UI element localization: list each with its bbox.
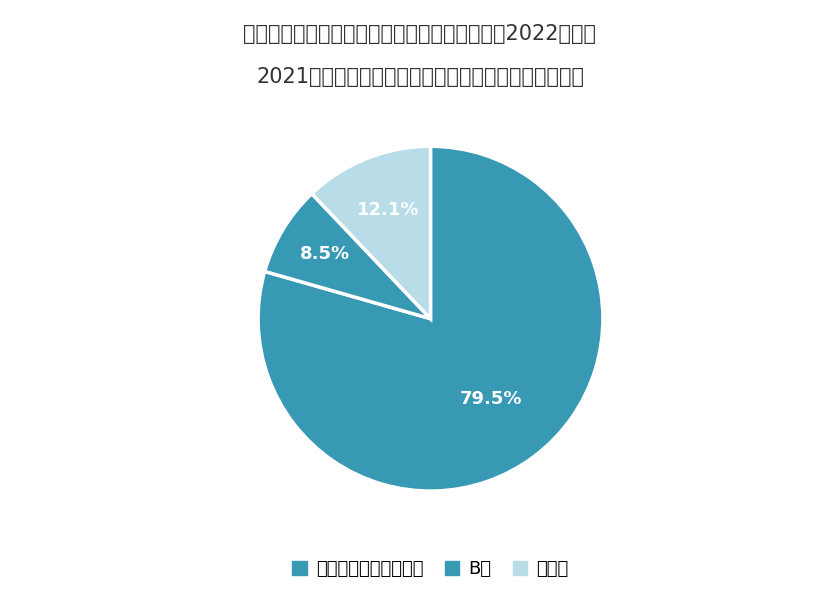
Wedge shape bbox=[258, 146, 603, 491]
Text: 8.5%: 8.5% bbox=[300, 245, 349, 263]
Text: 12.1%: 12.1% bbox=[356, 200, 419, 219]
Text: 富士キメラ総研「ソフトウェアビジネス新市场2022年版」: 富士キメラ総研「ソフトウェアビジネス新市场2022年版」 bbox=[244, 24, 596, 44]
Text: 2021年度　ファイル転送ツール「パッケージ」シェア: 2021年度 ファイル転送ツール「パッケージ」シェア bbox=[256, 67, 584, 87]
Legend: セゴン情報システムズ, B社, その他: セゴン情報システムズ, B社, その他 bbox=[285, 553, 576, 586]
Wedge shape bbox=[312, 146, 431, 319]
Text: 79.5%: 79.5% bbox=[459, 390, 522, 408]
Wedge shape bbox=[265, 194, 431, 319]
